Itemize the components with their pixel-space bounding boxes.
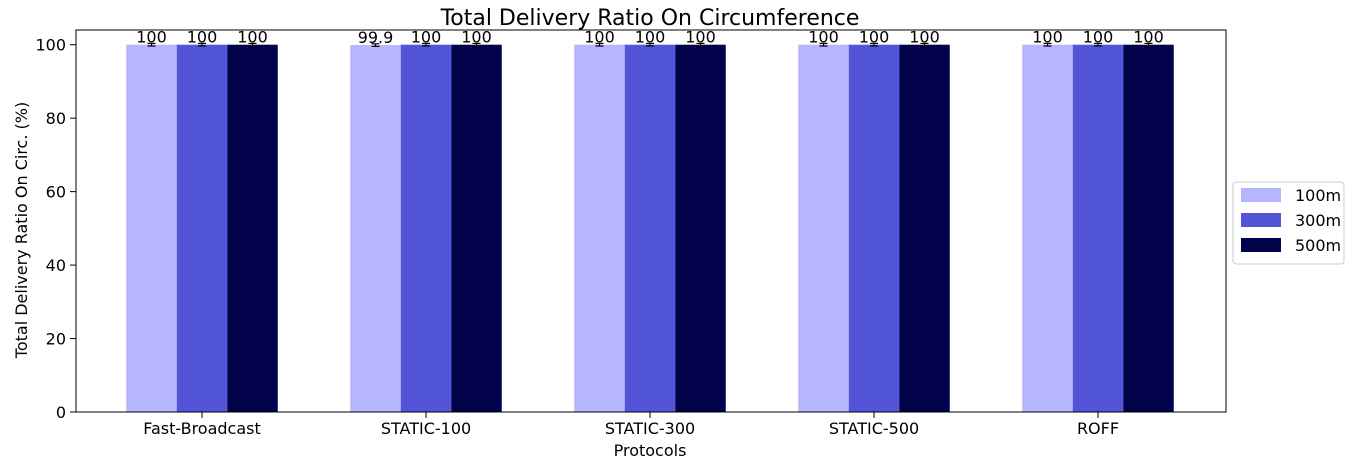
- bar: [1022, 44, 1073, 412]
- x-axis-label: Protocols: [614, 441, 687, 460]
- bar: [675, 44, 726, 412]
- bar: [848, 44, 900, 412]
- chart-title: Total Delivery Ratio On Circumference: [440, 6, 860, 31]
- data-label: 100: [136, 28, 167, 47]
- y-tick-label: 60: [46, 183, 66, 202]
- bar: [176, 44, 228, 412]
- data-label: 100: [859, 28, 890, 47]
- legend-label: 300m: [1295, 211, 1341, 230]
- plot-area: 100 99.9 100 100 100 100 100 100 100 100 100 100 100…: [35, 28, 1227, 438]
- data-label: 100: [808, 28, 839, 47]
- bar: [451, 44, 502, 412]
- legend: 100m 300m 500m: [1232, 181, 1345, 265]
- data-label: 100: [1133, 28, 1164, 47]
- bar: [1123, 44, 1174, 412]
- data-label: 100: [635, 28, 666, 47]
- bar: [126, 44, 177, 412]
- x-tick-label: Fast-Broadcast: [143, 419, 261, 438]
- data-label: 100: [909, 28, 940, 47]
- data-label: 100: [411, 28, 442, 47]
- plot-frame: [75, 29, 1227, 413]
- legend-swatch: [1241, 213, 1281, 227]
- x-tick-label: STATIC-500: [829, 419, 919, 438]
- bar: [798, 44, 849, 412]
- y-tick-label: 80: [46, 109, 66, 128]
- bar: [400, 44, 452, 412]
- legend-swatch: [1241, 188, 1281, 202]
- data-label: 100: [461, 28, 492, 47]
- data-label: 100: [584, 28, 615, 47]
- y-tick-label: 0: [56, 403, 66, 422]
- bar: [350, 45, 401, 412]
- bar: [574, 44, 625, 412]
- data-label: 99.9: [358, 28, 394, 47]
- data-label: 100: [1032, 28, 1063, 47]
- y-tick-label: 40: [46, 256, 66, 275]
- bar: [899, 44, 950, 412]
- y-tick-label: 100: [35, 36, 66, 55]
- bar: [624, 44, 676, 412]
- legend-swatch: [1241, 238, 1281, 252]
- legend-label: 500m: [1295, 236, 1341, 255]
- x-tick-label: STATIC-100: [381, 419, 471, 438]
- bar: [1072, 44, 1124, 412]
- bar: [227, 44, 278, 412]
- legend-label: 100m: [1295, 186, 1341, 205]
- data-label: 100: [187, 28, 218, 47]
- data-label: 100: [237, 28, 268, 47]
- x-tick-label: ROFF: [1077, 419, 1119, 438]
- y-tick-label: 20: [46, 330, 66, 349]
- data-label: 100: [1083, 28, 1114, 47]
- x-tick-label: STATIC-300: [605, 419, 695, 438]
- y-axis-label: Total Delivery Ratio On Circ. (%): [12, 102, 31, 359]
- data-label: 100: [685, 28, 716, 47]
